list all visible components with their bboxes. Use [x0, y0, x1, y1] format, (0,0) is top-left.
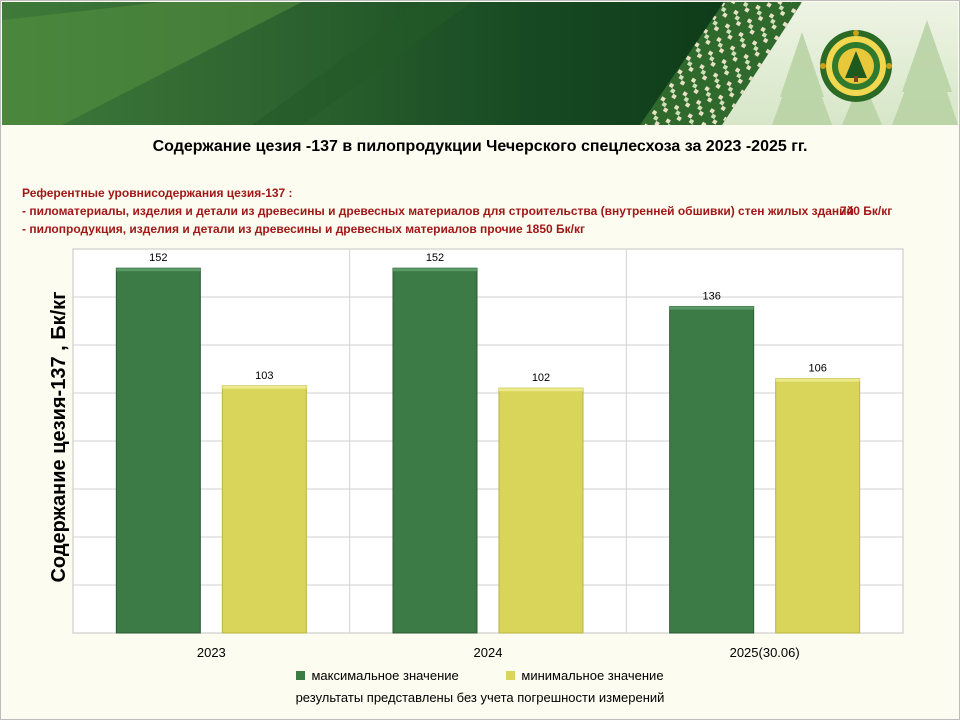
- data-label-min-1: 102: [532, 372, 550, 384]
- x-tick-label-0: 2023: [197, 645, 226, 660]
- chart-title: Содержание цезия -137 в пилопродукции Че…: [152, 138, 808, 155]
- bar-max-1: [392, 267, 478, 634]
- belarusian-ornament-icon: [640, 2, 802, 125]
- reference-line-1-value: 740 Бк/кг: [839, 204, 893, 218]
- bar-min-0: [221, 385, 307, 634]
- legend-swatch-max: [296, 671, 306, 680]
- forestry-emblem-icon: [820, 30, 892, 102]
- header-banner: [2, 2, 958, 125]
- bar-top-highlight: [775, 378, 860, 382]
- reference-heading: Референтные уровнисодержания цезия-137 :: [22, 186, 293, 200]
- legend: максимальное значение минимальное значен…: [0, 668, 960, 683]
- y-axis-label: Содержание цезия-137 , Бк/кг: [48, 291, 70, 583]
- bar-min-1: [498, 387, 584, 634]
- bar-max-0: [115, 267, 201, 634]
- data-label-max-0: 152: [149, 252, 167, 264]
- footnote: результаты представлены без учета погреш…: [295, 690, 665, 705]
- bar-top-highlight: [393, 268, 477, 272]
- bar-top-highlight: [116, 268, 201, 272]
- bar-top-highlight: [669, 306, 754, 310]
- reference-line-1-text: - пиломатериалы, изделия и детали из дре…: [22, 204, 854, 218]
- data-label-max-2: 136: [702, 291, 720, 303]
- bar-min-2: [775, 378, 861, 634]
- legend-item-max: максимальное значение: [296, 668, 459, 683]
- legend-label-min: минимальное значение: [521, 668, 664, 683]
- reference-levels: Референтные уровнисодержания цезия-137 :…: [22, 184, 942, 238]
- reference-line-2: - пилопродукция, изделия и детали из дре…: [22, 222, 586, 236]
- x-tick-label-2: 2025(30.06): [730, 645, 800, 660]
- legend-swatch-min: [506, 671, 516, 680]
- legend-label-max: максимальное значение: [311, 668, 459, 683]
- data-label-max-1: 152: [426, 252, 444, 264]
- data-label-min-2: 106: [808, 363, 826, 375]
- spruce-trees-icon: [772, 20, 958, 125]
- legend-item-min: минимальное значение: [506, 668, 664, 683]
- data-label-min-0: 103: [255, 370, 273, 382]
- x-tick-label-1: 2024: [474, 645, 503, 660]
- reference-line-1: - пиломатериалы, изделия и детали из дре…: [22, 202, 942, 220]
- bar-max-2: [669, 306, 755, 634]
- bar-top-highlight: [499, 388, 583, 392]
- bar-top-highlight: [222, 385, 307, 389]
